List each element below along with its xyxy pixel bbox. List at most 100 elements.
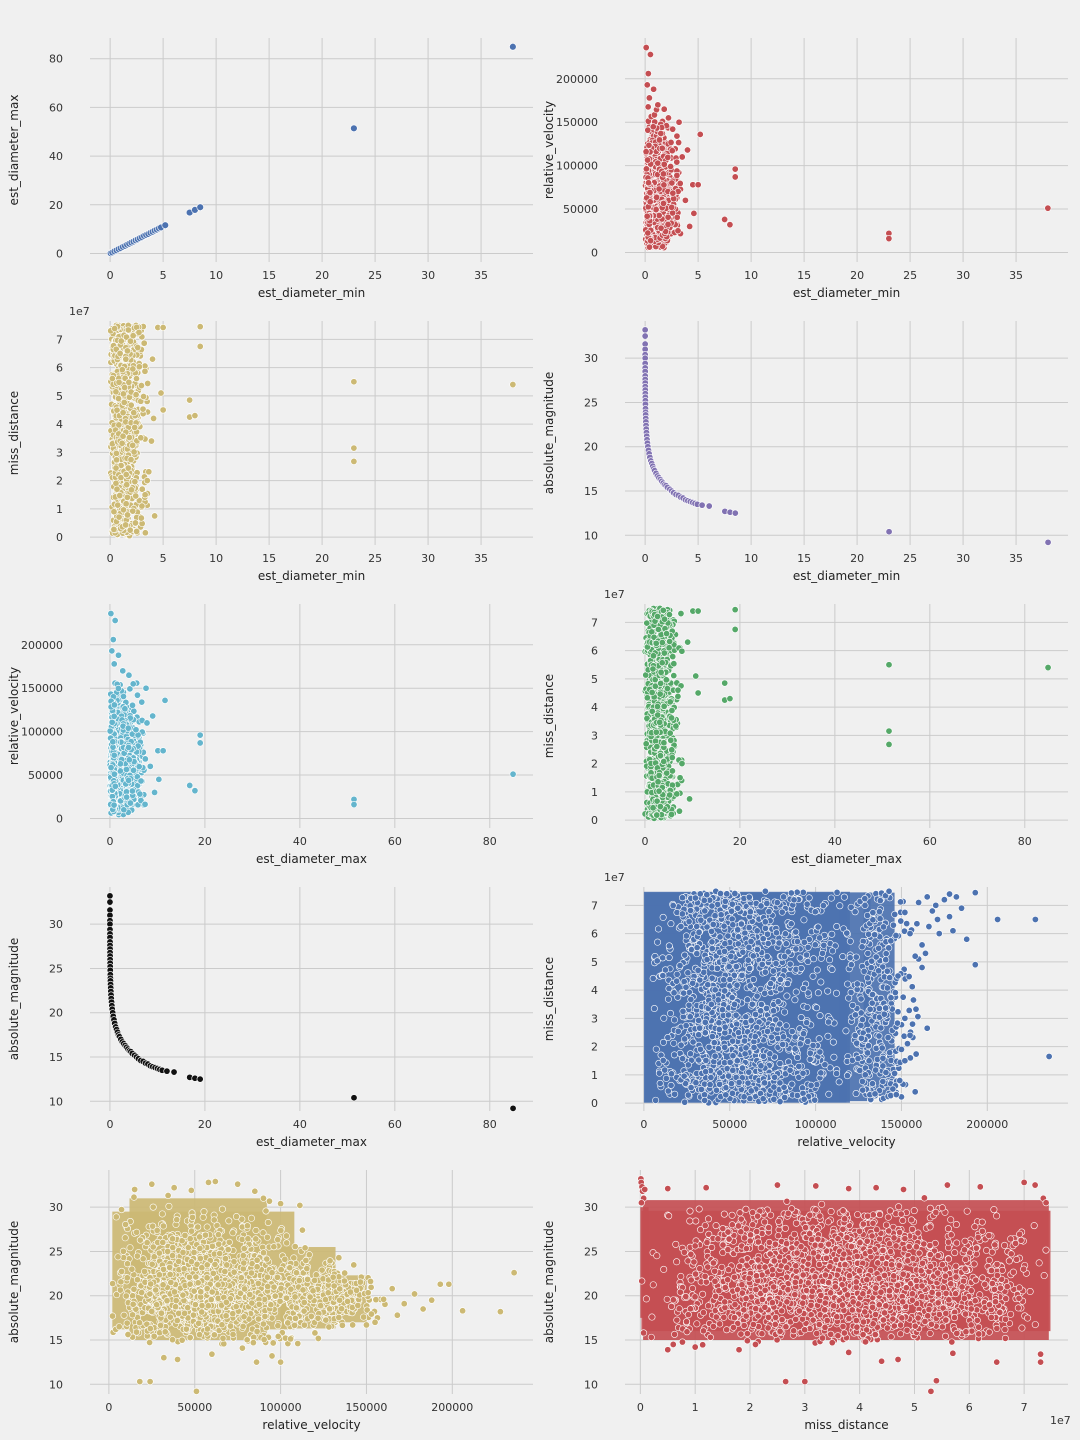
data-point	[659, 170, 667, 178]
data-point	[663, 630, 671, 638]
subplot-2: 0 5 10 15 20 25 30 35050000100000150000200000es…	[542, 38, 1068, 300]
data-point	[669, 653, 677, 661]
data-point	[136, 790, 144, 798]
subplot-4: 0 5 10 15 20 25 30 351015202530est_diameter_min…	[542, 321, 1068, 583]
data-point	[654, 778, 662, 786]
data-point	[129, 365, 137, 373]
data-point	[110, 701, 118, 709]
data-point	[654, 101, 662, 109]
data-point	[119, 432, 127, 440]
data-point	[135, 328, 143, 336]
data-point	[111, 782, 119, 790]
data-point	[118, 366, 126, 374]
x-tick-label: 40	[293, 835, 307, 848]
data-point	[132, 391, 140, 399]
data-point	[659, 606, 667, 614]
data-point	[125, 756, 133, 764]
x-tick-label: 5	[695, 269, 702, 282]
data-point	[657, 130, 665, 138]
data-point	[675, 807, 683, 815]
x-tick-label: 20	[315, 552, 329, 565]
data-point	[657, 668, 665, 676]
x-tick-label: 15	[797, 269, 811, 282]
data-point	[836, 902, 844, 910]
data-point	[186, 781, 194, 789]
data-point	[694, 181, 702, 189]
data-point	[645, 141, 653, 149]
data-point	[653, 703, 661, 711]
data-point	[654, 159, 662, 167]
data-point	[112, 388, 120, 396]
data-point	[817, 978, 825, 986]
data-point	[686, 222, 694, 230]
data-point	[141, 755, 149, 763]
data-point	[652, 639, 660, 647]
x-tick-label: 15	[262, 552, 276, 565]
data-point	[124, 724, 132, 732]
data-point	[106, 892, 114, 900]
data-point	[644, 156, 652, 164]
data-point	[668, 754, 676, 762]
y-tick-label: 20	[49, 199, 63, 212]
data-point	[641, 326, 649, 334]
data-point	[130, 766, 138, 774]
data-point	[114, 684, 122, 692]
data-point	[119, 667, 127, 675]
data-point	[115, 395, 123, 403]
x-tick-label: 25	[368, 552, 382, 565]
data-point	[145, 468, 153, 476]
data-point	[196, 739, 204, 747]
x-tick-label: 0	[106, 835, 113, 848]
x-tick-label: 0	[640, 1118, 647, 1131]
data-point	[667, 138, 675, 146]
data-point	[646, 198, 654, 206]
data-point	[106, 898, 114, 906]
data-point	[126, 526, 134, 534]
data-point	[657, 224, 665, 232]
data-point	[653, 193, 661, 201]
y-tick-label: 15	[584, 485, 598, 498]
data-point	[142, 684, 150, 692]
y-tick-label: 3	[591, 729, 598, 742]
data-point	[652, 206, 660, 214]
data-point	[696, 130, 704, 138]
data-point	[120, 398, 128, 406]
data-points	[641, 326, 1052, 546]
data-point	[1044, 538, 1052, 546]
data-point	[655, 787, 663, 795]
x-tick-label: 60	[388, 1118, 402, 1131]
x-tick-label: 80	[483, 1118, 497, 1131]
data-point	[731, 625, 739, 633]
data-point	[885, 727, 893, 735]
data-point	[668, 179, 676, 187]
data-point	[123, 347, 131, 355]
x-tick-label: 30	[421, 269, 435, 282]
y-tick-label: 0	[591, 1097, 598, 1110]
y-tick-label: 150000	[556, 116, 598, 129]
data-point	[129, 701, 137, 709]
data-point	[642, 44, 650, 52]
data-points	[641, 44, 1052, 252]
data-point	[646, 50, 654, 58]
data-point	[131, 478, 139, 486]
data-point	[123, 793, 131, 801]
data-point	[675, 118, 683, 126]
data-point	[131, 423, 139, 431]
data-point	[150, 414, 158, 422]
subplot-8: 0 50000 100000 150000 20000001234567relative…	[542, 871, 1068, 1149]
x-tick-label: 15	[797, 552, 811, 565]
y-tick-label: 1	[56, 503, 63, 516]
data-point	[684, 146, 692, 154]
data-point	[668, 203, 676, 211]
x-tick-label: 35	[474, 552, 488, 565]
x-axis-label: relative_velocity	[797, 1135, 895, 1149]
y-tick-label: 4	[591, 984, 598, 997]
y-tick-label: 0	[56, 812, 63, 825]
x-axis-label: est_diameter_max	[256, 852, 367, 866]
data-point	[721, 215, 729, 223]
data-point	[110, 712, 118, 720]
data-point	[660, 757, 668, 765]
y-tick-label: 6	[56, 362, 63, 375]
data-point	[663, 685, 671, 693]
